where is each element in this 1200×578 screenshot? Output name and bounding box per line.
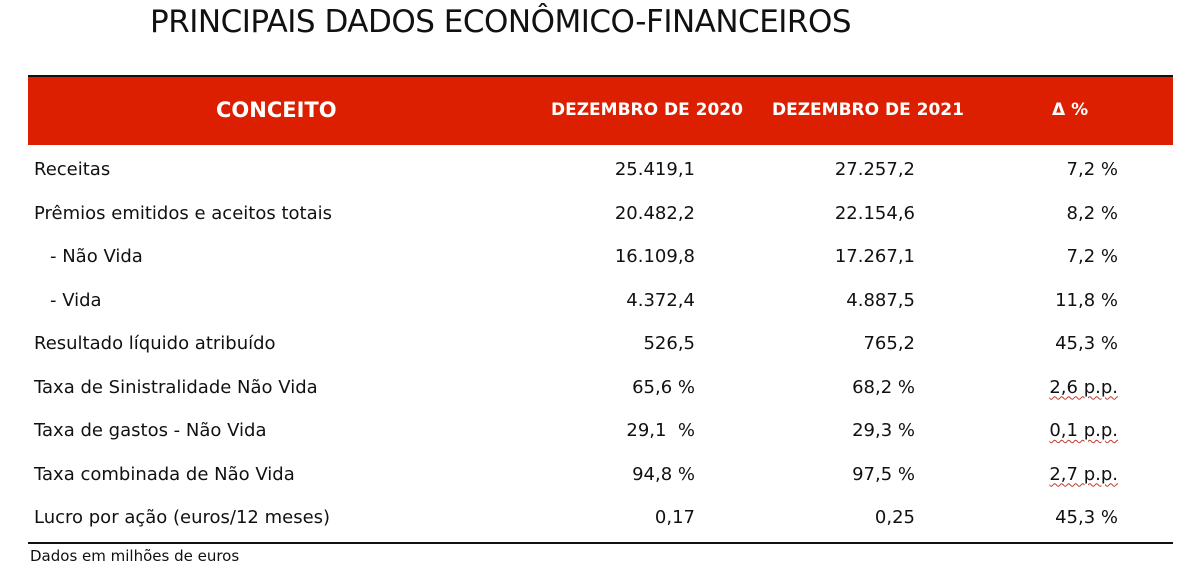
page-title: PRINCIPAIS DADOS ECONÔMICO-FINANCEIROS <box>150 4 852 40</box>
value-2021: 27.257,2 <box>834 159 915 180</box>
table-bottom-rule <box>28 542 1173 544</box>
table-header: CONCEITO DEZEMBRO DE 2020 DEZEMBRO DE 20… <box>28 77 1173 145</box>
header-dec-2021: DEZEMBRO DE 2021 <box>772 100 964 120</box>
table-row: Resultado líquido atribuído 526,5 765,2 … <box>28 322 1173 366</box>
value-2020: 25.419,1 <box>614 159 695 180</box>
value-delta: 0,1 p.p. <box>1049 420 1118 441</box>
table-row: - Vida 4.372,4 4.887,5 11,8 % <box>28 279 1173 323</box>
table-row: Taxa de Sinistralidade Não Vida 65,6 % 6… <box>28 366 1173 410</box>
value-2020: 16.109,8 <box>614 246 695 267</box>
header-concept: CONCEITO <box>216 98 337 122</box>
value-delta: 8,2 % <box>1066 202 1118 224</box>
table-row: Taxa de gastos - Não Vida 29,1 % 29,3 % … <box>28 409 1173 453</box>
value-2020: 4.372,4 <box>626 289 695 311</box>
value-2020: 29,1 % <box>626 420 695 441</box>
value-2021: 68,2 % <box>852 376 915 398</box>
row-label: Taxa de gastos - Não Vida <box>34 420 267 441</box>
row-label: - Vida <box>50 289 102 311</box>
value-2020: 94,8 % <box>632 463 695 485</box>
value-delta: 45,3 % <box>1055 333 1118 354</box>
table-row: Prêmios emitidos e aceitos totais 20.482… <box>28 192 1173 236</box>
value-2020: 0,17 <box>654 507 695 528</box>
value-2020: 526,5 <box>643 333 695 354</box>
value-delta: 45,3 % <box>1055 507 1118 528</box>
value-2021: 17.267,1 <box>834 246 915 267</box>
value-2021: 4.887,5 <box>846 289 915 311</box>
value-delta: 7,2 % <box>1066 159 1118 180</box>
value-2021: 97,5 % <box>852 463 915 485</box>
table-row: Lucro por ação (euros/12 meses) 0,17 0,2… <box>28 496 1173 540</box>
row-label: Receitas <box>34 159 111 180</box>
value-2020: 20.482,2 <box>614 202 695 224</box>
value-2020: 65,6 % <box>632 376 695 398</box>
row-label: Prêmios emitidos e aceitos totais <box>34 202 332 224</box>
row-label: Lucro por ação (euros/12 meses) <box>34 507 331 528</box>
table-top-rule <box>28 75 1173 77</box>
row-label: Taxa combinada de Não Vida <box>34 463 295 485</box>
value-2021: 765,2 <box>863 333 915 354</box>
table-row: - Não Vida 16.109,8 17.267,1 7,2 % <box>28 235 1173 279</box>
value-2021: 29,3 % <box>852 420 915 441</box>
row-label: Resultado líquido atribuído <box>34 333 276 354</box>
header-dec-2020: DEZEMBRO DE 2020 <box>551 100 743 120</box>
value-2021: 0,25 <box>874 507 915 528</box>
value-delta: 2,7 p.p. <box>1049 463 1118 485</box>
value-delta: 7,2 % <box>1066 246 1118 267</box>
header-delta-percent: Δ % <box>1052 100 1089 120</box>
footnote: Dados em milhões de euros <box>30 547 240 565</box>
value-delta: 2,6 p.p. <box>1049 376 1118 398</box>
row-label: Taxa de Sinistralidade Não Vida <box>34 376 318 398</box>
row-label: - Não Vida <box>50 246 143 267</box>
table-row: Receitas 25.419,1 27.257,2 7,2 % <box>28 148 1173 192</box>
value-2021: 22.154,6 <box>834 202 915 224</box>
value-delta: 11,8 % <box>1055 289 1118 311</box>
table-row: Taxa combinada de Não Vida 94,8 % 97,5 %… <box>28 453 1173 497</box>
